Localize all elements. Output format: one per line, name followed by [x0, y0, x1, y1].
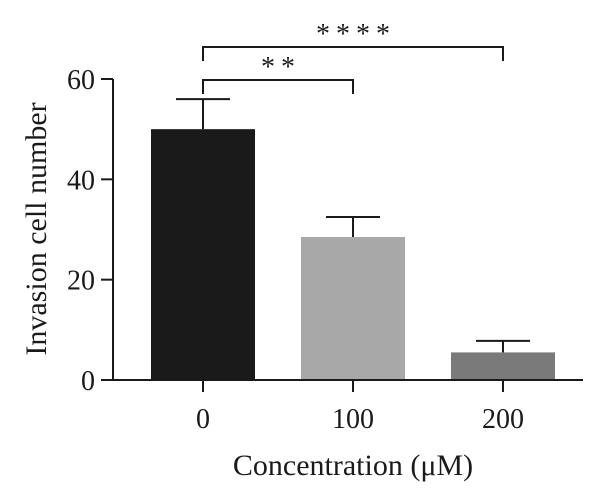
y-axis-title: Invasion cell number: [20, 102, 53, 355]
x-axis-title: Concentration (μM): [233, 449, 473, 482]
bars-group: [151, 129, 555, 380]
significance-label-2: ****: [316, 19, 396, 50]
bar-0: [151, 129, 255, 380]
y-tick-label-60: 60: [67, 65, 95, 96]
y-tick-label-0: 0: [81, 366, 95, 397]
x-tick-label-200: 200: [482, 404, 524, 435]
y-ticks-group: 0 20 40 60: [67, 65, 113, 397]
error-bars-group: [176, 98, 530, 353]
significance-bracket-2: [202, 46, 504, 61]
significance-label-1: **: [261, 52, 301, 83]
significance-group: ******: [202, 19, 504, 94]
y-tick-label-20: 20: [67, 266, 95, 297]
significance-bracket-1: [202, 79, 354, 94]
x-tick-label-0: 0: [196, 404, 210, 435]
bar-100: [301, 237, 405, 380]
bar-200: [451, 352, 555, 380]
x-tick-label-100: 100: [332, 404, 374, 435]
x-ticks-group: 0 100 200: [196, 380, 524, 435]
y-tick-label-40: 40: [67, 165, 95, 196]
